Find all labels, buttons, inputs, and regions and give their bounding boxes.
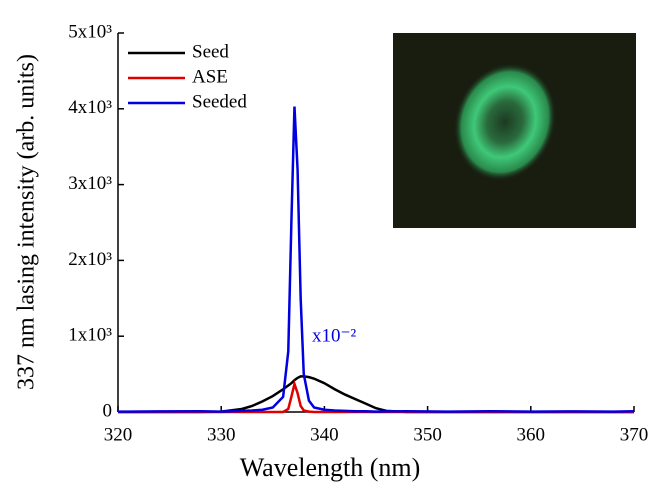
series-line — [117, 106, 635, 413]
x-tick-label: 350 — [413, 424, 442, 445]
series-line — [118, 375, 634, 414]
x-tick-label: 330 — [207, 424, 236, 445]
legend-label: ASE — [192, 66, 228, 87]
x-tick-label: 340 — [310, 424, 339, 445]
y-tick-label: 0 — [103, 400, 113, 421]
y-axis-label: 337 nm lasing intensity (arb. units) — [14, 54, 40, 390]
y-tick-label: 5x10³ — [68, 21, 112, 42]
x-tick-label: 360 — [517, 424, 546, 445]
y-tick-label: 3x10³ — [68, 173, 112, 194]
y-tick-label: 1x10³ — [68, 325, 112, 346]
legend-label: Seed — [192, 41, 229, 62]
beam-profile — [453, 63, 557, 181]
x-tick-label: 320 — [104, 424, 133, 445]
annotation: x10⁻² — [312, 325, 357, 346]
y-tick-label: 4x10³ — [68, 97, 112, 118]
x-tick-label: 370 — [620, 424, 649, 445]
x-axis-label: Wavelength (nm) — [240, 453, 421, 482]
legend-label: Seeded — [192, 91, 247, 112]
y-tick-label: 2x10³ — [68, 249, 112, 270]
